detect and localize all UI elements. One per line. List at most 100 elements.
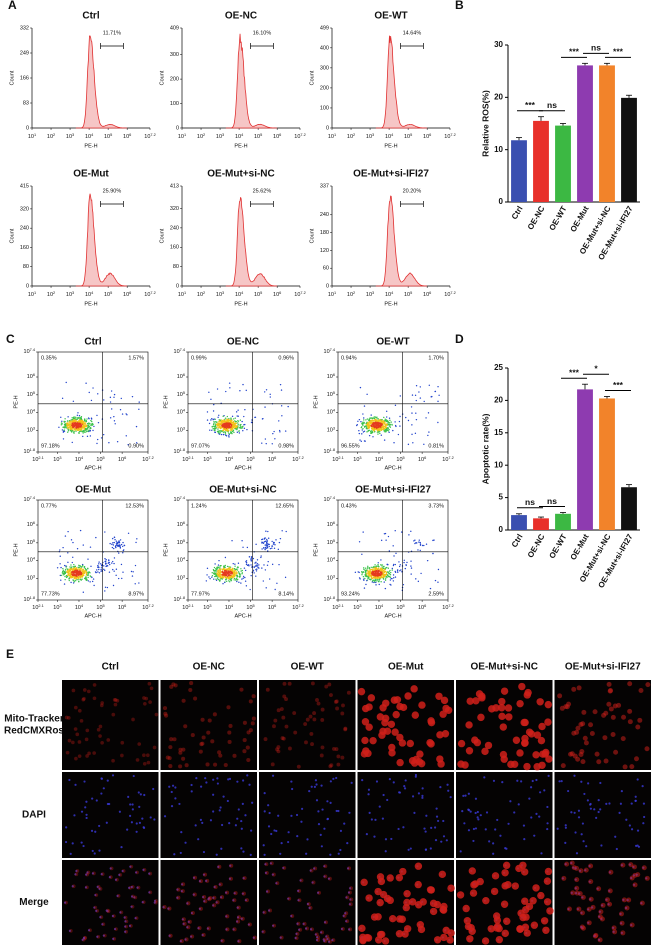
- dot: [256, 559, 259, 561]
- mito-cell: [124, 929, 129, 934]
- dot: [72, 573, 75, 575]
- x-tick-label-exp: 3: [209, 604, 211, 608]
- dot: [240, 570, 242, 572]
- mito-cell: [181, 698, 186, 703]
- dot: [88, 571, 91, 573]
- dot: [266, 540, 268, 542]
- dot: [78, 579, 80, 581]
- mito-cell: [287, 681, 292, 686]
- mito-cell: [576, 685, 582, 691]
- nucleus: [317, 823, 321, 826]
- dotplot-title: OE-WT: [376, 337, 409, 348]
- mito-cell: [169, 737, 174, 742]
- dot: [88, 429, 90, 431]
- dot: [249, 588, 251, 591]
- mito-cell: [251, 694, 256, 699]
- dot: [389, 424, 391, 426]
- dot: [96, 438, 99, 441]
- mito-cell: [284, 697, 288, 702]
- nucleus: [127, 795, 130, 799]
- x-tick-label-base: 10: [28, 134, 34, 140]
- mito-cell: [198, 906, 203, 911]
- dot: [91, 576, 93, 579]
- mito-cell: [213, 884, 218, 890]
- nucleus: [597, 799, 600, 802]
- y-tick-label: 240: [20, 226, 29, 232]
- dot: [119, 539, 122, 541]
- image-background: [259, 772, 356, 858]
- x-tick-label-base: 10: [442, 457, 448, 463]
- mito-cell: [320, 745, 325, 750]
- dot: [97, 564, 99, 567]
- dot: [111, 546, 114, 549]
- dot: [81, 427, 83, 429]
- dot: [108, 571, 111, 573]
- dot: [246, 428, 248, 431]
- dot: [415, 412, 417, 414]
- nucleus: [131, 803, 134, 806]
- nucleus: [246, 774, 249, 777]
- mito-cell: [270, 762, 275, 767]
- image-tile: [357, 860, 455, 945]
- dot: [377, 424, 379, 427]
- dot: [252, 570, 255, 572]
- dot: [407, 419, 410, 422]
- dot: [134, 564, 137, 567]
- dot: [115, 545, 117, 547]
- dot: [75, 427, 77, 429]
- x-tick-label-base: 10: [246, 457, 252, 463]
- mito-cell: [417, 759, 426, 768]
- dot: [109, 563, 111, 566]
- mito-cell: [265, 687, 270, 692]
- dot: [369, 417, 371, 419]
- dot: [383, 439, 386, 441]
- nucleus: [556, 827, 559, 830]
- mito-cell: [388, 749, 396, 757]
- mito-cell: [315, 698, 319, 702]
- x-tick-label: 107.2: [142, 604, 153, 611]
- bar: [555, 125, 571, 202]
- mito-cell: [136, 885, 141, 890]
- mito-cell: [627, 719, 633, 725]
- x-tick-label: 102: [197, 133, 205, 140]
- x-tick-label: 101: [328, 291, 336, 298]
- dot: [224, 571, 227, 573]
- dot: [76, 423, 78, 425]
- dot: [423, 544, 425, 547]
- y-tick-label-base: 10: [27, 410, 33, 416]
- dot: [370, 430, 372, 432]
- dot: [66, 568, 69, 570]
- nucleus: [240, 917, 243, 920]
- nucleus: [84, 886, 88, 889]
- dot: [138, 582, 140, 584]
- x-tick-label: 107.2: [142, 456, 153, 463]
- nucleus: [577, 809, 581, 812]
- dot: [69, 426, 71, 428]
- y-tick-label-exp: 4: [183, 557, 186, 561]
- dot: [386, 571, 389, 573]
- mito-cell: [348, 927, 353, 932]
- dot: [71, 417, 73, 419]
- dot: [234, 573, 237, 575]
- nucleus: [85, 800, 88, 803]
- dot: [74, 416, 76, 418]
- dot: [77, 566, 79, 569]
- dot: [65, 575, 68, 577]
- nucleus: [168, 934, 171, 937]
- dot: [262, 580, 265, 582]
- mito-cell: [439, 905, 447, 914]
- dot: [229, 420, 232, 423]
- mito-cell: [601, 712, 607, 718]
- nucleus: [494, 828, 497, 831]
- dot: [379, 432, 381, 435]
- y-tick-label: 249: [20, 50, 29, 56]
- mito-cell: [396, 758, 404, 767]
- nucleus: [628, 824, 631, 827]
- mito-cell: [588, 722, 594, 728]
- mito-cell: [627, 708, 633, 714]
- dot: [381, 422, 383, 425]
- x-tick-label: 105: [104, 133, 112, 140]
- x-tick-label-base: 10: [225, 457, 231, 463]
- x-tick-label-exp: 3: [359, 604, 361, 608]
- dot: [245, 585, 248, 587]
